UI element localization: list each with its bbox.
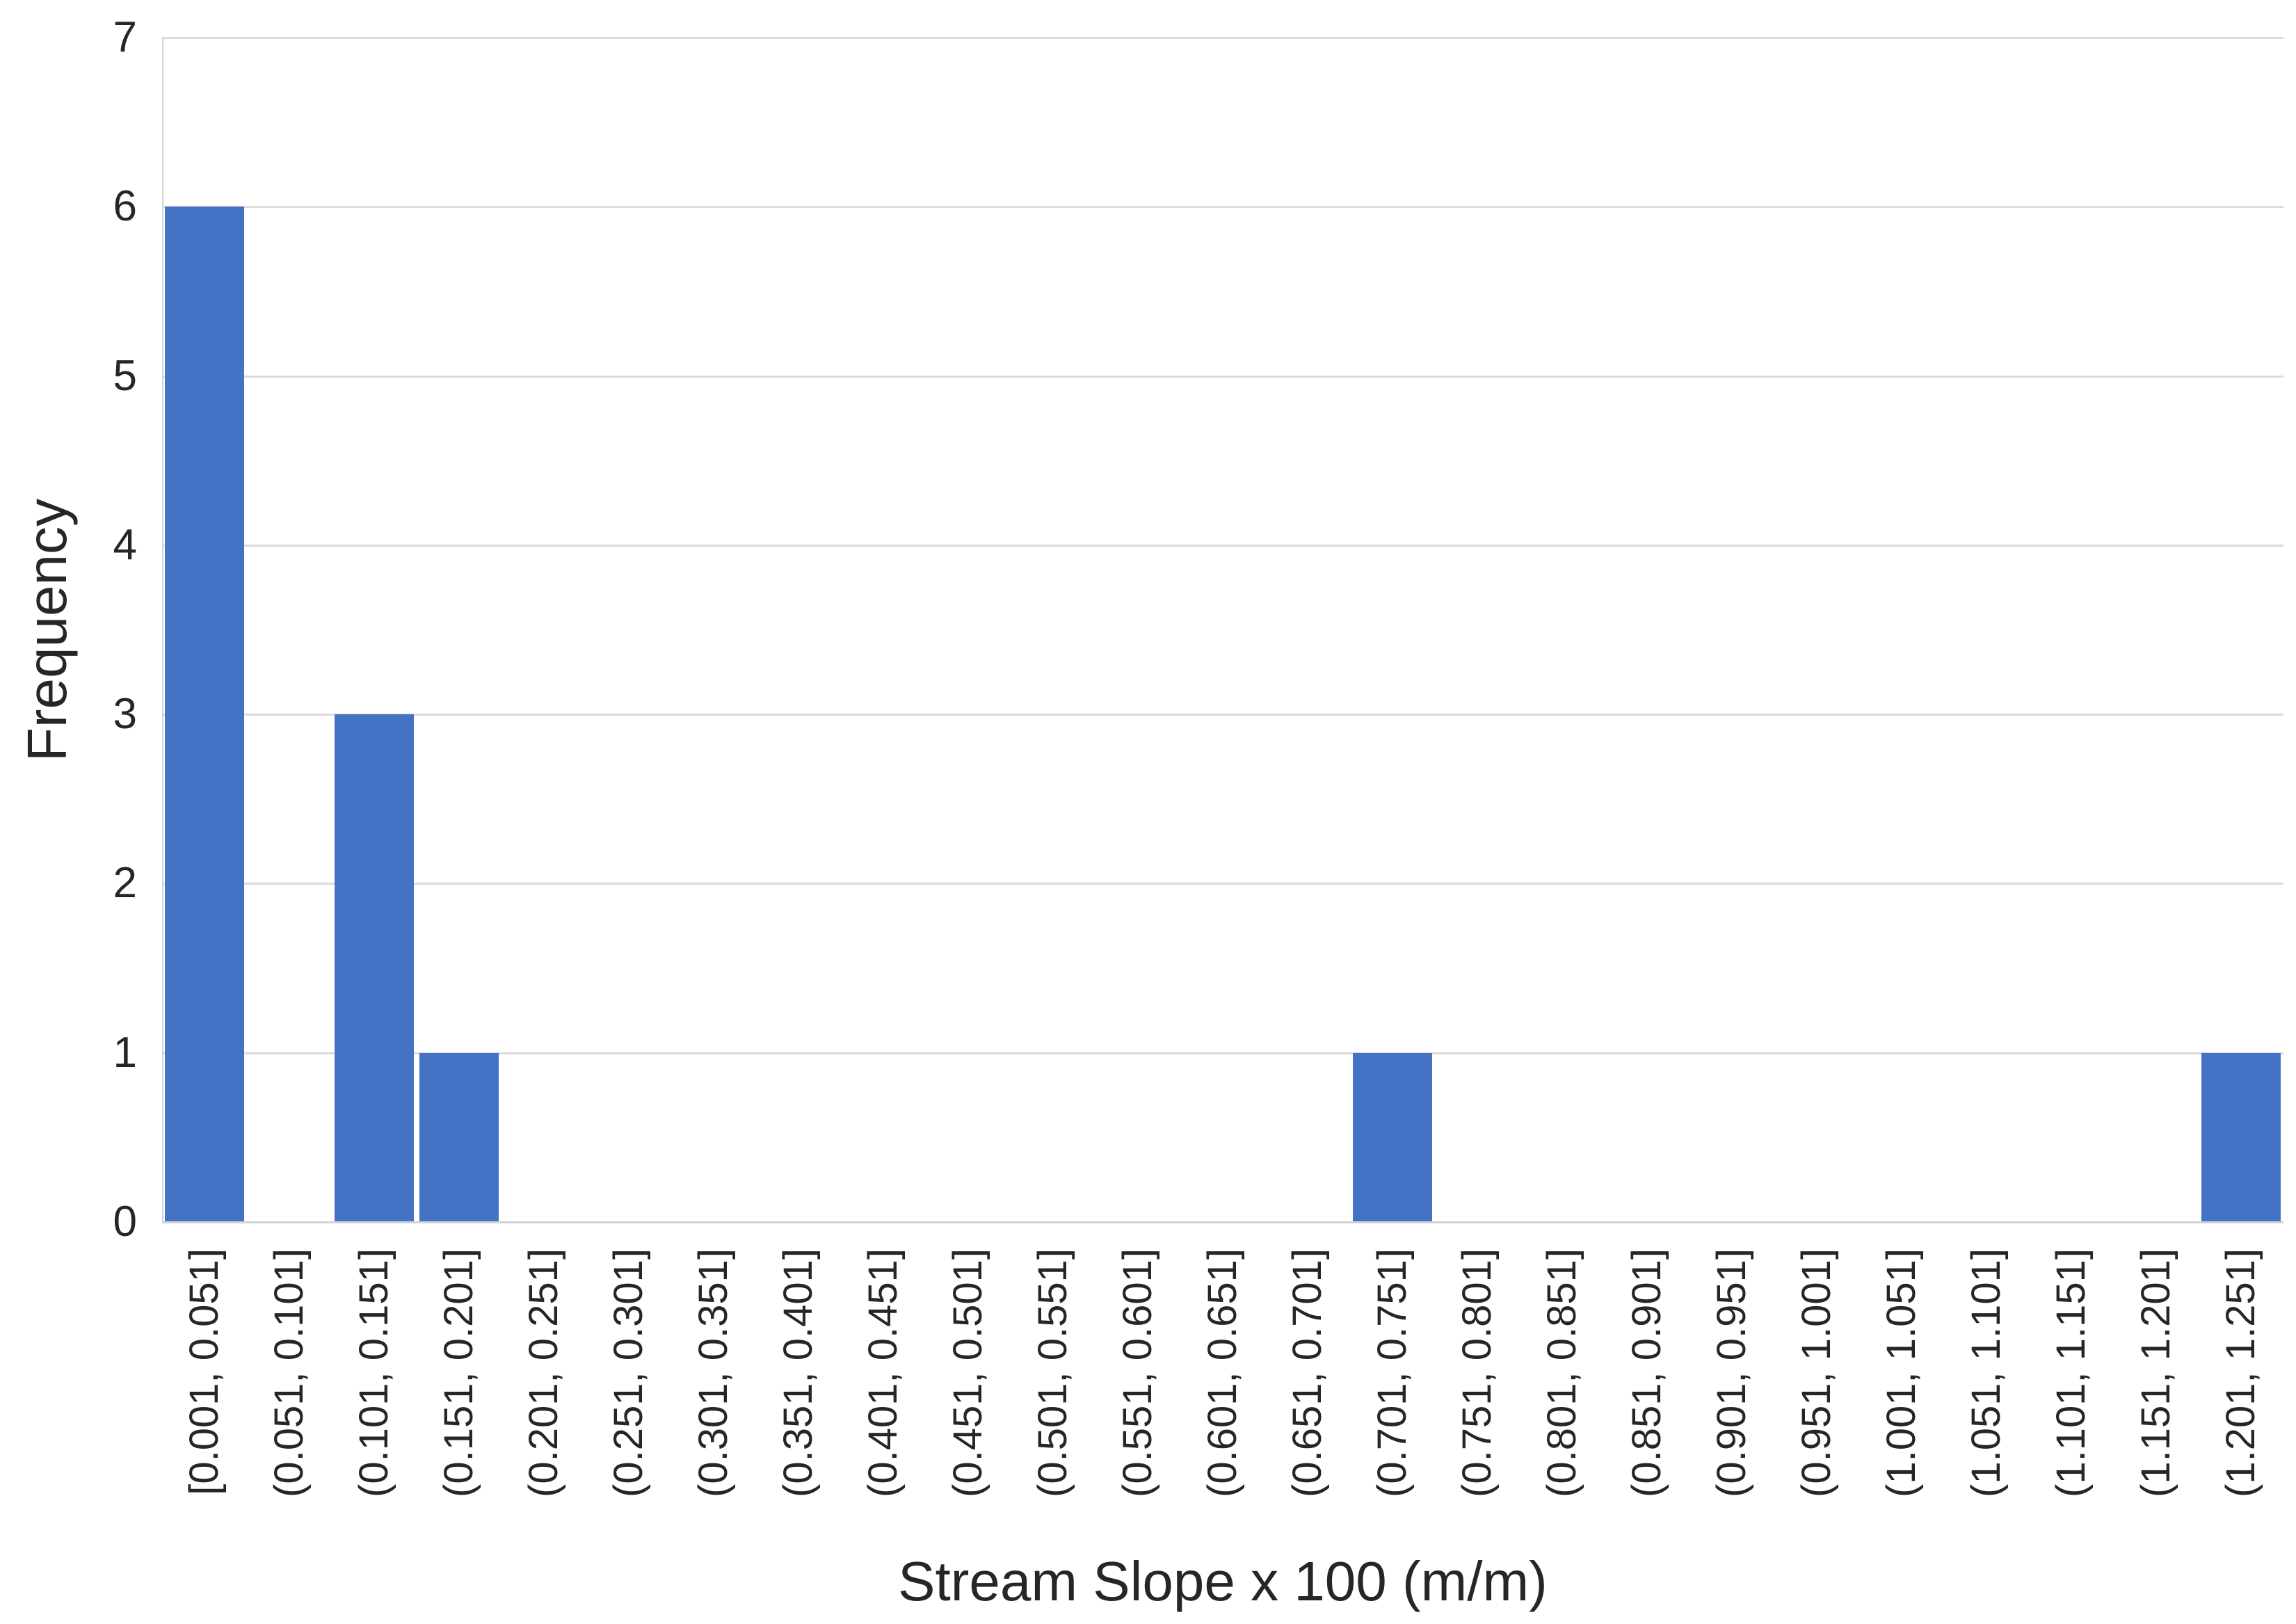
y-axis-line xyxy=(162,38,163,1222)
histogram-bar xyxy=(2201,1052,2281,1222)
gridline xyxy=(162,37,2283,39)
y-tick-label: 0 xyxy=(113,1198,137,1246)
y-tick-label: 5 xyxy=(113,351,137,400)
x-tick-label: (0.351, 0.401] xyxy=(776,1248,821,1497)
histogram-bar xyxy=(165,207,244,1222)
x-tick-label: (0.051, 0.101] xyxy=(266,1248,312,1497)
x-axis-title: Stream Slope x 100 (m/m) xyxy=(898,1550,1548,1612)
y-tick-label: 1 xyxy=(113,1028,137,1077)
x-tick-label: (0.151, 0.201] xyxy=(436,1248,481,1497)
x-tick-label: (1.151, 1.201] xyxy=(2133,1248,2178,1497)
x-tick-label: [0.001, 0.051] xyxy=(182,1248,227,1495)
gridline xyxy=(162,375,2283,378)
x-tick-label: (0.551, 0.601] xyxy=(1115,1248,1160,1497)
histogram-bar xyxy=(419,1052,499,1222)
x-tick-label: (0.401, 0.451] xyxy=(860,1248,906,1497)
x-tick-label: (0.901, 0.951] xyxy=(1709,1248,1754,1497)
histogram-bar xyxy=(335,714,414,1222)
y-axis-title: Frequency xyxy=(16,498,78,762)
x-tick-label: (0.301, 0.351] xyxy=(691,1248,736,1497)
y-tick-label: 4 xyxy=(113,520,137,569)
gridline xyxy=(162,206,2283,209)
x-tick-label: (0.251, 0.301] xyxy=(606,1248,651,1497)
gridline xyxy=(162,883,2283,885)
x-tick-label: (0.801, 0.851] xyxy=(1539,1248,1584,1497)
y-tick-label: 3 xyxy=(113,690,137,739)
x-tick-label: (0.951, 1.001] xyxy=(1794,1248,1839,1497)
x-tick-label: (0.451, 0.501] xyxy=(945,1248,990,1497)
gridline xyxy=(162,714,2283,716)
y-tick-label: 6 xyxy=(113,182,137,231)
x-tick-label: (1.101, 1.151] xyxy=(2048,1248,2094,1497)
x-tick-label: (1.051, 1.101] xyxy=(1964,1248,2009,1497)
histogram-bar xyxy=(1353,1052,1432,1222)
x-tick-label: (0.201, 0.251] xyxy=(521,1248,566,1497)
x-tick-label: (0.751, 0.801] xyxy=(1454,1248,1500,1497)
x-tick-label: (0.651, 0.701] xyxy=(1285,1248,1330,1497)
x-tick-label: (1.001, 1.051] xyxy=(1879,1248,1924,1497)
x-tick-label: (0.601, 0.651] xyxy=(1200,1248,1245,1497)
y-tick-label: 7 xyxy=(113,13,137,61)
x-tick-label: (0.501, 0.551] xyxy=(1030,1248,1075,1497)
x-tick-label: (0.851, 0.901] xyxy=(1624,1248,1669,1497)
x-axis-line xyxy=(162,1221,2283,1223)
gridline xyxy=(162,544,2283,547)
x-tick-label: (1.201, 1.251] xyxy=(2218,1248,2263,1497)
x-tick-label: (0.701, 0.751] xyxy=(1370,1248,1415,1497)
y-tick-label: 2 xyxy=(113,859,137,908)
x-tick-label: (0.101, 0.151] xyxy=(351,1248,396,1497)
